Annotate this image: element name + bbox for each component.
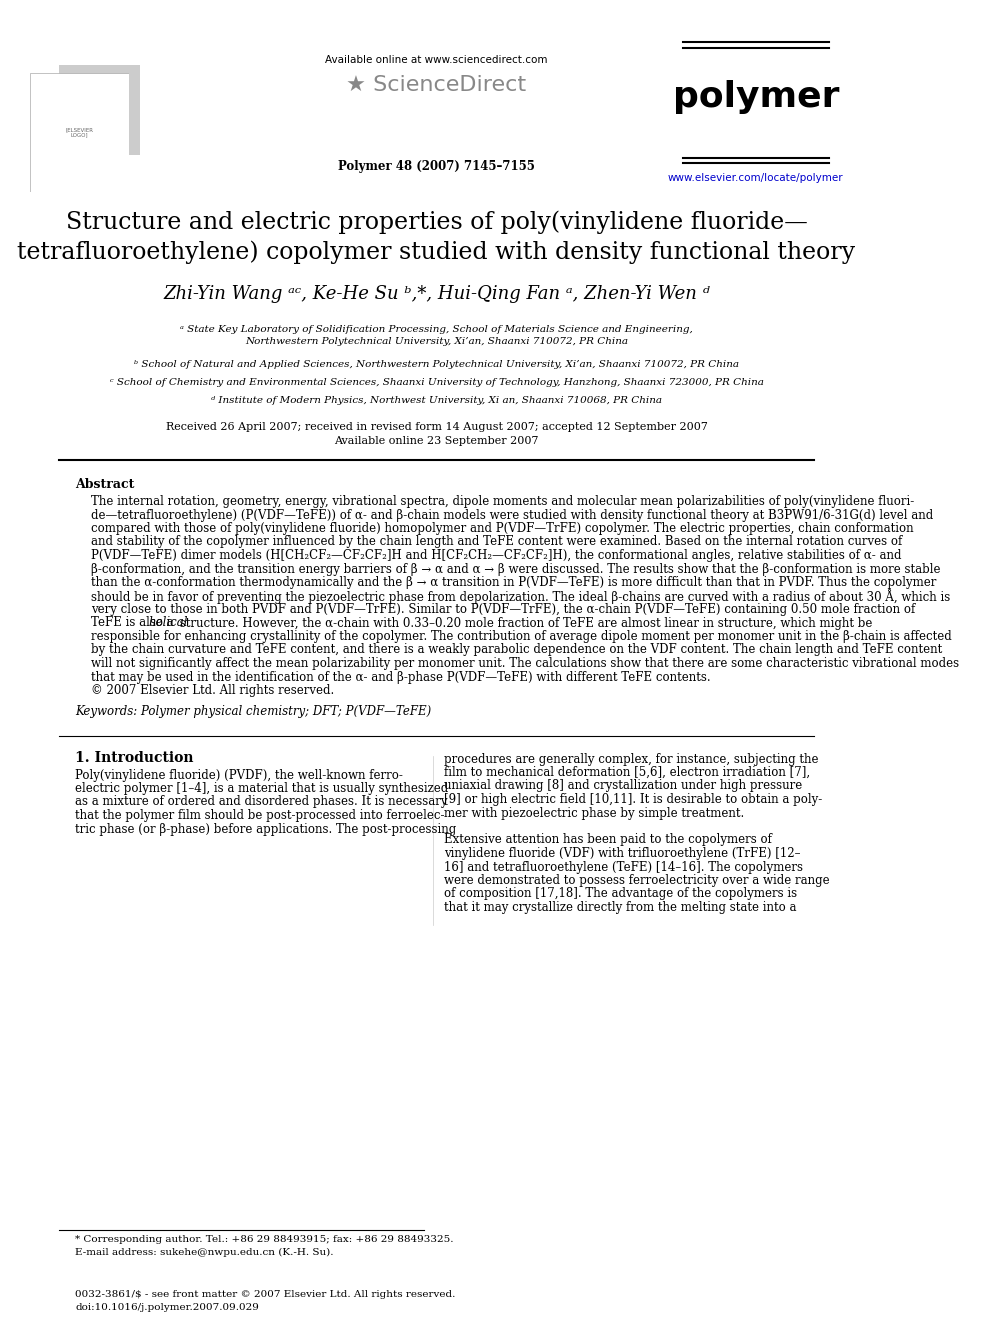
Text: Available online 23 September 2007: Available online 23 September 2007 [334,437,539,446]
Text: compared with those of poly(vinylidene fluoride) homopolymer and P(VDF—TrFE) cop: compared with those of poly(vinylidene f… [91,523,914,534]
Text: will not significantly affect the mean polarizability per monomer unit. The calc: will not significantly affect the mean p… [91,658,959,669]
Text: by the chain curvature and TeFE content, and there is a weakly parabolic depende: by the chain curvature and TeFE content,… [91,643,942,656]
Text: * Corresponding author. Tel.: +86 29 88493915; fax: +86 29 88493325.
E-mail addr: * Corresponding author. Tel.: +86 29 884… [75,1234,453,1257]
Text: and stability of the copolymer influenced by the chain length and TeFE content w: and stability of the copolymer influence… [91,536,903,549]
Text: © 2007 Elsevier Ltd. All rights reserved.: © 2007 Elsevier Ltd. All rights reserved… [91,684,334,697]
Text: Keywords: Polymer physical chemistry; DFT; P(VDF—TeFE): Keywords: Polymer physical chemistry; DF… [75,705,432,718]
Text: The internal rotation, geometry, energy, vibrational spectra, dipole moments and: The internal rotation, geometry, energy,… [91,495,915,508]
Text: Available online at www.sciencedirect.com: Available online at www.sciencedirect.co… [325,56,548,65]
Bar [59,65,140,155]
Text: ᵇ School of Natural and Applied Sciences, Northwestern Polytechnical University,: ᵇ School of Natural and Applied Sciences… [134,360,739,369]
Text: Polymer 48 (2007) 7145–7155: Polymer 48 (2007) 7145–7155 [338,160,535,173]
Text: ★ ScienceDirect: ★ ScienceDirect [346,75,527,95]
Text: Extensive attention has been paid to the copolymers of: Extensive attention has been paid to the… [443,833,772,847]
Text: responsible for enhancing crystallinity of the copolymer. The contribution of av: responsible for enhancing crystallinity … [91,630,952,643]
Text: mer with piezoelectric phase by simple treatment.: mer with piezoelectric phase by simple t… [443,807,744,819]
Text: Abstract: Abstract [75,478,135,491]
Text: www.elsevier.com/locate/polymer: www.elsevier.com/locate/polymer [668,173,843,183]
Text: uniaxial drawing [8] and crystallization under high pressure: uniaxial drawing [8] and crystallization… [443,779,803,792]
Text: Structure and electric properties of poly(vinylidene fluoride—
tetrafluoroethyle: Structure and electric properties of pol… [18,210,856,265]
Text: TeFE is also a: TeFE is also a [91,617,178,630]
Text: β-conformation, and the transition energy barriers of β → α and α → β were discu: β-conformation, and the transition energ… [91,562,940,576]
Text: de—tetrafluoroethylene) (P(VDF—TeFE)) of α- and β-chain models were studied with: de—tetrafluoroethylene) (P(VDF—TeFE)) of… [91,508,933,521]
Text: 16] and tetrafluoroethylene (TeFE) [14–16]. The copolymers: 16] and tetrafluoroethylene (TeFE) [14–1… [443,860,803,873]
Text: 1. Introduction: 1. Introduction [75,750,193,765]
Text: polymer: polymer [673,79,839,114]
Text: that the polymer film should be post-processed into ferroelec-: that the polymer film should be post-pro… [75,808,444,822]
Text: 0032-3861/$ - see front matter © 2007 Elsevier Ltd. All rights reserved.
doi:10.: 0032-3861/$ - see front matter © 2007 El… [75,1290,455,1311]
Text: that it may crystallize directly from the melting state into a: that it may crystallize directly from th… [443,901,797,914]
Text: [ELSEVIER
LOGO]: [ELSEVIER LOGO] [65,127,93,138]
Text: that may be used in the identification of the α- and β-phase P(VDF—TeFE) with di: that may be used in the identification o… [91,671,711,684]
Text: ᵈ Institute of Modern Physics, Northwest University, Xi an, Shaanxi 710068, PR C: ᵈ Institute of Modern Physics, Northwest… [211,396,662,405]
Text: vinylidene fluoride (VDF) with trifluoroethylene (TrFE) [12–: vinylidene fluoride (VDF) with trifluoro… [443,847,801,860]
Text: structure. However, the α-chain with 0.33–0.20 mole fraction of TeFE are almost : structure. However, the α-chain with 0.3… [176,617,872,630]
Text: very close to those in both PVDF and P(VDF—TrFE). Similar to P(VDF—TrFE), the α-: very close to those in both PVDF and P(V… [91,603,916,617]
Text: electric polymer [1–4], is a material that is usually synthesized: electric polymer [1–4], is a material th… [75,782,448,795]
Text: than the α-conformation thermodynamically and the β → α transition in P(VDF—TeFE: than the α-conformation thermodynamicall… [91,576,936,589]
Text: Zhi-Yin Wang ᵃᶜ, Ke-He Su ᵇ,*, Hui-Qing Fan ᵃ, Zhen-Yi Wen ᵈ: Zhi-Yin Wang ᵃᶜ, Ke-He Su ᵇ,*, Hui-Qing … [163,284,710,303]
Text: ᵃ State Key Laboratory of Solidification Processing, School of Materials Science: ᵃ State Key Laboratory of Solidification… [181,325,693,345]
Text: tric phase (or β-phase) before applications. The post-processing: tric phase (or β-phase) before applicati… [75,823,456,836]
Text: as a mixture of ordered and disordered phases. It is necessary: as a mixture of ordered and disordered p… [75,795,447,808]
Text: of composition [17,18]. The advantage of the copolymers is: of composition [17,18]. The advantage of… [443,888,797,901]
Text: P(VDF—TeFE) dimer models (H[CH₂CF₂—CF₂CF₂]H and H[CF₂CH₂—CF₂CF₂]H), the conforma: P(VDF—TeFE) dimer models (H[CH₂CF₂—CF₂CF… [91,549,902,562]
Text: procedures are generally complex, for instance, subjecting the: procedures are generally complex, for in… [443,753,818,766]
Text: helical: helical [149,617,188,630]
Text: ᶜ School of Chemistry and Environmental Sciences, Shaanxi University of Technolo: ᶜ School of Chemistry and Environmental … [109,378,764,388]
Text: Poly(vinylidene fluoride) (PVDF), the well-known ferro-: Poly(vinylidene fluoride) (PVDF), the we… [75,769,403,782]
Text: film to mechanical deformation [5,6], electron irradiation [7],: film to mechanical deformation [5,6], el… [443,766,809,779]
Text: were demonstrated to possess ferroelectricity over a wide range: were demonstrated to possess ferroelectr… [443,875,829,886]
Text: [9] or high electric field [10,11]. It is desirable to obtain a poly-: [9] or high electric field [10,11]. It i… [443,792,822,806]
Text: Received 26 April 2007; received in revised form 14 August 2007; accepted 12 Sep: Received 26 April 2007; received in revi… [166,422,707,433]
Text: ELSEVIER: ELSEVIER [73,165,126,175]
Text: should be in favor of preventing the piezoelectric phase from depolarization. Th: should be in favor of preventing the pie… [91,590,950,605]
